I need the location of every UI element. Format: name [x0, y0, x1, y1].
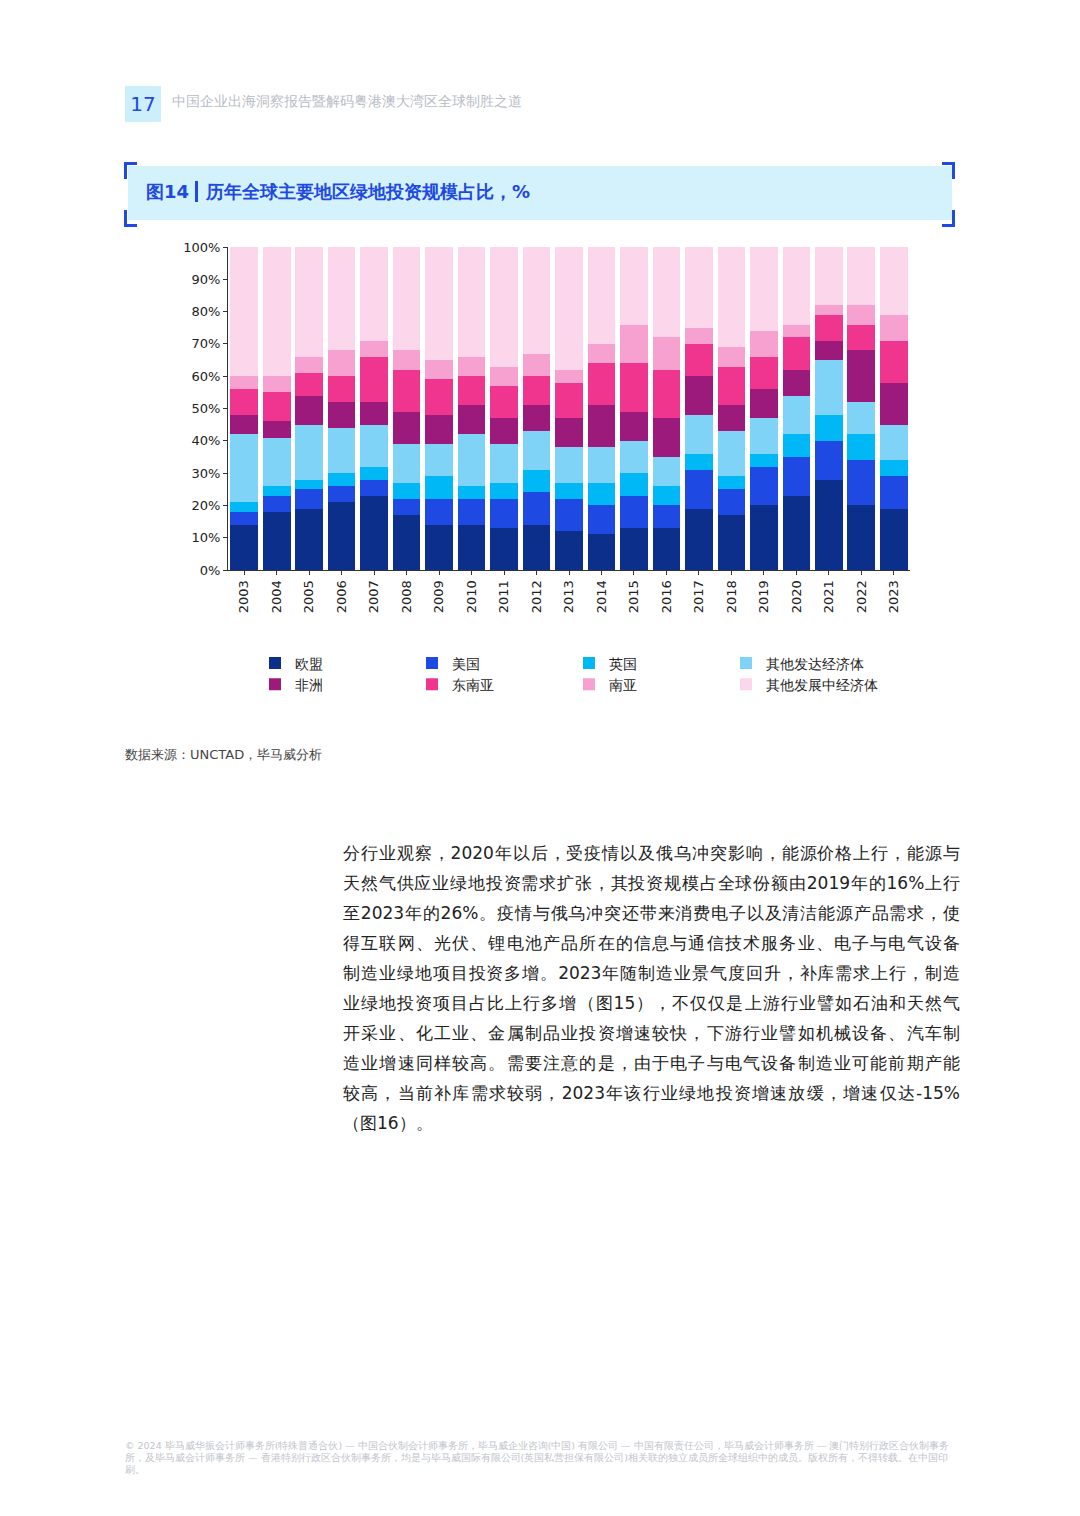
- svg-text:2012: 2012: [529, 580, 544, 613]
- svg-text:2011: 2011: [496, 580, 511, 613]
- svg-text:0%: 0%: [200, 563, 221, 578]
- html-text:业绿地投资项目占比上行多增（图15），不仅仅是上游行业譬如石: 业绿地投资项目占比上行多增（图15），不仅仅是上游行业譬如石油和天然气: [343, 993, 960, 1013]
- svg-text:2015: 2015: [626, 580, 641, 613]
- svg-text:2018: 2018: [724, 580, 739, 613]
- svg-text:其他发展中经济体: 其他发展中经济体: [766, 677, 878, 693]
- svg-text:30%: 30%: [191, 466, 220, 481]
- svg-text:2010: 2010: [464, 580, 479, 613]
- svg-text:40%: 40%: [191, 433, 220, 448]
- svg-text:2008: 2008: [399, 580, 414, 613]
- svg-text:2004: 2004: [269, 580, 284, 613]
- html-text:至2023年的26%。疫情与俄乌冲突还带来消费电子以及清洁能: 至2023年的26%。疫情与俄乌冲突还带来消费电子以及清洁能源产品需求，使: [343, 903, 960, 923]
- svg-text:2007: 2007: [366, 580, 381, 613]
- svg-text:英国: 英国: [609, 656, 637, 672]
- html-text:历年全球主要地区绿地投资规模占比，%: 历年全球主要地区绿地投资规模占比，%: [206, 181, 531, 202]
- svg-text:南亚: 南亚: [609, 677, 637, 693]
- svg-text:2009: 2009: [431, 580, 446, 613]
- svg-text:10%: 10%: [191, 530, 220, 545]
- svg-text:美国: 美国: [452, 656, 480, 672]
- svg-text:60%: 60%: [191, 369, 220, 384]
- html-text:中国企业出海洞察报告暨解码粤港澳大湾区全球制胜之道: 中国企业出海洞察报告暨解码粤港澳大湾区全球制胜之道: [172, 93, 522, 109]
- html-text:得互联网、光伏、锂电池产品所在的信息与通信技术服务业、电子与: 得互联网、光伏、锂电池产品所在的信息与通信技术服务业、电子与电气设备: [343, 933, 960, 953]
- svg-text:非洲: 非洲: [295, 677, 323, 693]
- svg-text:2019: 2019: [756, 580, 771, 613]
- svg-text:70%: 70%: [191, 336, 220, 351]
- svg-text:2022: 2022: [854, 580, 869, 613]
- svg-text:2016: 2016: [659, 580, 674, 613]
- svg-text:2003: 2003: [236, 580, 251, 613]
- svg-text:2006: 2006: [334, 580, 349, 613]
- html-text:制造业绿地项目投资多增。2023年随制造业景气度回升，补库需: 制造业绿地项目投资多增。2023年随制造业景气度回升，补库需求上行，制造: [343, 963, 960, 983]
- svg-text:2013: 2013: [561, 580, 576, 613]
- html-text:© 2024 毕马威华振会计师事务所(特殊普通合伙) — 中: © 2024 毕马威华振会计师事务所(特殊普通合伙) — 中国合伙制会计师事务所…: [125, 1440, 950, 1475]
- html-text:数据来源：UNCTAD，毕马威分析: 数据来源：UNCTAD，毕马威分析: [125, 747, 323, 762]
- html-text:天然气供应业绿地投资需求扩张，其投资规模占全球份额由2019: 天然气供应业绿地投资需求扩张，其投资规模占全球份额由2019年的16%上行: [343, 873, 960, 893]
- svg-text:2023: 2023: [886, 580, 901, 613]
- svg-text:2005: 2005: [301, 580, 316, 613]
- html-text:造业增速同样较高。需要注意的是，由于电子与电气设备制造业可能: 造业增速同样较高。需要注意的是，由于电子与电气设备制造业可能前期产能: [343, 1053, 960, 1073]
- html-text:17: 17: [130, 92, 156, 116]
- svg-text:东南亚: 东南亚: [452, 677, 494, 693]
- svg-text:2020: 2020: [789, 580, 804, 613]
- svg-text:100%: 100%: [183, 240, 220, 255]
- svg-text:欧盟: 欧盟: [295, 656, 323, 672]
- html-text:（图16）。: （图16）。: [343, 1113, 433, 1133]
- svg-text:90%: 90%: [191, 272, 220, 287]
- svg-text:20%: 20%: [191, 498, 220, 513]
- html-text:图14: 图14: [146, 181, 190, 202]
- html-text:较高，当前补库需求较弱，2023年该行业绿地投资增速放缓，增: 较高，当前补库需求较弱，2023年该行业绿地投资增速放缓，增速仅达-15%: [343, 1083, 960, 1103]
- svg-text:2017: 2017: [691, 580, 706, 613]
- svg-text:其他发达经济体: 其他发达经济体: [766, 656, 864, 672]
- html-text:开采业、化工业、金属制品业投资增速较快，下游行业譬如机械设备: 开采业、化工业、金属制品业投资增速较快，下游行业譬如机械设备、汽车制: [343, 1023, 960, 1043]
- svg-text:50%: 50%: [191, 401, 220, 416]
- svg-text:2021: 2021: [821, 580, 836, 613]
- svg-text:2014: 2014: [594, 580, 609, 613]
- html-text:分行业观察，2020年以后，受疫情以及俄乌冲突影响，能源价格: 分行业观察，2020年以后，受疫情以及俄乌冲突影响，能源价格上行，能源与: [343, 843, 960, 863]
- svg-text:80%: 80%: [191, 304, 220, 319]
